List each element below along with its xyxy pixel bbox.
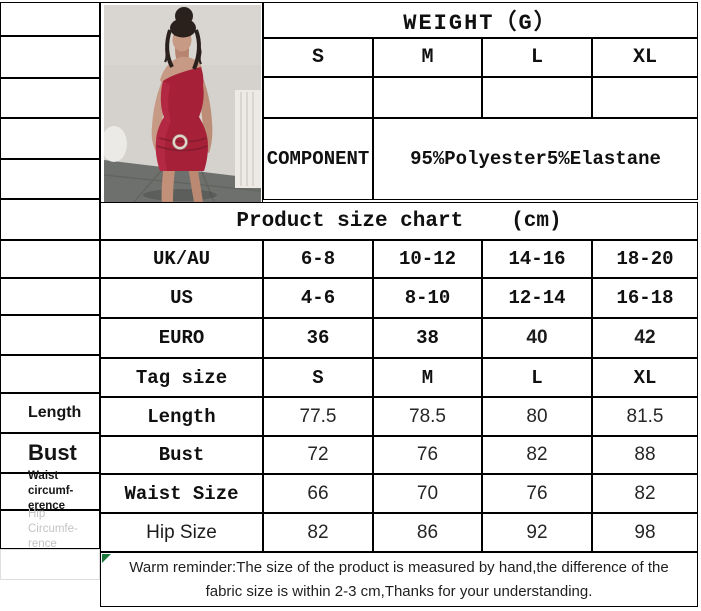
left-cell-4 <box>0 118 100 159</box>
o-ring-belt <box>172 134 188 150</box>
warm-reminder-text: Warm reminder:The size of the product is… <box>129 559 669 600</box>
cell-hip-s: 82 <box>263 513 373 552</box>
cell-length-m: 78.5 <box>373 397 482 436</box>
cell-hip-m: 86 <box>373 513 482 552</box>
weight-size-header-xl: XL <box>592 38 698 77</box>
left-cell-10 <box>0 355 100 393</box>
cell-hip-xl: 98 <box>592 513 698 552</box>
cell-uk-au-l: 14-16 <box>482 240 592 278</box>
cell-euro-s: 36 <box>263 318 373 358</box>
cell-uk-au-s: 6-8 <box>263 240 373 278</box>
side-label-waist-circumference: Waist circumf- erence <box>0 470 100 512</box>
left-cell-5 <box>0 159 100 199</box>
left-cell-3 <box>0 78 100 118</box>
cell-length-s: 77.5 <box>263 397 373 436</box>
row-label-length: Length <box>100 397 263 436</box>
left-cell-2 <box>0 36 100 78</box>
weight-table-title: WEIGHT（G） <box>263 2 698 38</box>
cell-waist-m: 70 <box>373 474 482 513</box>
cell-us-s: 4-6 <box>263 278 373 318</box>
cell-euro-m: 38 <box>373 318 482 358</box>
component-value: 95%Polyester5%Elastane <box>373 118 698 200</box>
weight-value-s <box>263 77 373 118</box>
cell-euro-l: 40 <box>482 318 592 358</box>
side-label-hip-circumference: Hip Circumfe- rence <box>0 508 100 550</box>
component-label: COMPONENT <box>263 118 373 200</box>
row-label-tag-size: Tag size <box>100 358 263 397</box>
row-label-hip-size: Hip Size <box>100 513 263 552</box>
cell-tag-s: S <box>263 358 373 397</box>
side-label-bust: Bust <box>0 433 100 473</box>
product-photo-cell <box>100 2 263 203</box>
cell-uk-au-m: 10-12 <box>373 240 482 278</box>
weight-value-m <box>373 77 482 118</box>
size-chart-title: Product size chart <box>236 209 464 233</box>
row-label-us: US <box>100 278 263 318</box>
cell-hip-l: 92 <box>482 513 592 552</box>
cell-bust-m: 76 <box>373 436 482 474</box>
cell-waist-s: 66 <box>263 474 373 513</box>
weight-value-l <box>482 77 592 118</box>
warm-reminder-box: Warm reminder:The size of the product is… <box>100 552 698 607</box>
cell-uk-au-xl: 18-20 <box>592 240 698 278</box>
cell-tag-m: M <box>373 358 482 397</box>
left-cell-7 <box>0 240 100 278</box>
left-cell-9 <box>0 315 100 355</box>
weight-size-header-m: M <box>373 38 482 77</box>
row-label-bust: Bust <box>100 436 263 474</box>
size-chart-title-row: Product size chart (cm) <box>100 202 698 240</box>
row-label-waist-size: Waist Size <box>100 474 263 513</box>
product-photo <box>101 5 262 203</box>
row-label-uk-au: UK/AU <box>100 240 263 278</box>
row-label-euro: EURO <box>100 318 263 358</box>
weight-value-xl <box>592 77 698 118</box>
weight-size-header-l: L <box>482 38 592 77</box>
left-cell-8 <box>0 278 100 315</box>
cell-us-xl: 16-18 <box>592 278 698 318</box>
left-cell-6 <box>0 199 100 240</box>
size-chart-unit: (cm) <box>511 209 562 233</box>
cell-length-xl: 81.5 <box>592 397 698 436</box>
cell-waist-xl: 82 <box>592 474 698 513</box>
cell-corner-marker-icon <box>102 554 111 563</box>
cell-length-l: 80 <box>482 397 592 436</box>
cell-us-m: 8-10 <box>373 278 482 318</box>
cell-waist-l: 76 <box>482 474 592 513</box>
cell-bust-xl: 88 <box>592 436 698 474</box>
left-cell-1 <box>0 2 100 36</box>
left-cell-15 <box>0 549 100 580</box>
cell-bust-l: 82 <box>482 436 592 474</box>
cell-tag-xl: XL <box>592 358 698 397</box>
cell-tag-l: L <box>482 358 592 397</box>
side-label-length: Length <box>0 393 100 433</box>
weight-size-header-s: S <box>263 38 373 77</box>
cell-us-l: 12-14 <box>482 278 592 318</box>
cell-bust-s: 72 <box>263 436 373 474</box>
cell-euro-xl: 42 <box>592 318 698 358</box>
